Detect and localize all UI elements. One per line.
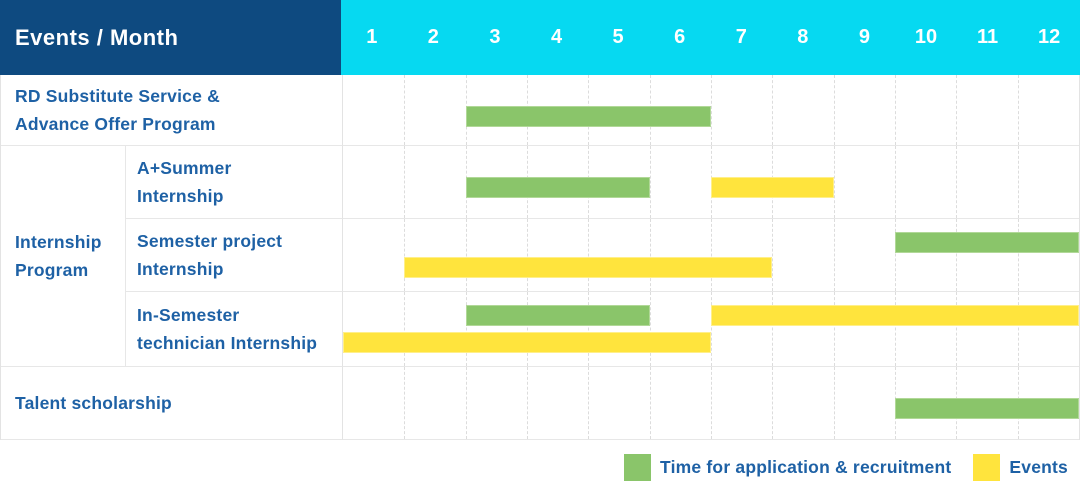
chart-row-a-summer xyxy=(342,146,1079,219)
month-gridline xyxy=(588,292,590,366)
row-label-talent-scholarship: Talent scholarship xyxy=(1,367,342,440)
row-label-in-semester: In-Semester technician Internship xyxy=(125,292,342,367)
month-header-cell: 7 xyxy=(735,26,747,48)
month-gridline xyxy=(588,219,590,291)
table-body: RD Substitute Service & Advance Offer Pr… xyxy=(0,75,1080,440)
recruitment-bar xyxy=(465,177,650,198)
month-gridline xyxy=(649,146,651,218)
month-gridline xyxy=(465,367,467,439)
month-gridline xyxy=(404,367,406,439)
events-bar xyxy=(343,332,711,353)
month-gridline xyxy=(404,292,406,366)
month-header-cell: 4 xyxy=(550,26,563,48)
table-header-row: Events / Month 1 2 3 4 5 6 7 8 9 10 11 12 xyxy=(0,0,1080,75)
month-gridline xyxy=(404,219,406,291)
month-gridline xyxy=(465,219,467,291)
recruitment-bar xyxy=(895,398,1079,419)
month-gridline xyxy=(895,75,896,145)
month-gridline xyxy=(895,292,896,366)
chart-row-talent-scholarship xyxy=(342,367,1079,440)
month-gridline xyxy=(649,292,651,366)
month-gridline xyxy=(649,367,651,439)
month-header-cell: 8 xyxy=(797,26,809,48)
group-label-internship-program: Internship Program xyxy=(1,146,125,367)
month-header-cell: 12 xyxy=(1038,26,1061,48)
recruitment-bar xyxy=(465,305,650,326)
month-gridline xyxy=(711,75,712,145)
chart-row-semester-project xyxy=(342,219,1079,292)
legend-label-recruitment: Time for application & recruitment xyxy=(660,456,952,477)
month-header-cell: 1 xyxy=(366,26,378,48)
events-bar xyxy=(404,257,773,278)
month-gridline xyxy=(772,219,774,291)
month-gridline xyxy=(895,146,896,218)
month-gridline xyxy=(772,367,774,439)
legend: Time for application & recruitment Event… xyxy=(0,440,1080,494)
month-header-cell: 11 xyxy=(976,26,999,48)
month-gridline xyxy=(956,292,958,366)
month-gridline xyxy=(649,219,651,291)
events-bar xyxy=(711,177,834,198)
month-gridline xyxy=(1017,75,1019,145)
month-gridline xyxy=(1017,292,1019,366)
legend-label-events: Events xyxy=(1009,456,1068,477)
month-gridline xyxy=(895,219,896,291)
month-gridline xyxy=(527,219,528,291)
recruitment-bar xyxy=(465,106,711,127)
month-gridline xyxy=(833,367,835,439)
recruitment-swatch-icon xyxy=(624,453,652,481)
month-header-cell: 2 xyxy=(427,26,439,48)
month-gridline xyxy=(833,146,835,218)
month-gridline xyxy=(527,367,528,439)
month-gridline xyxy=(465,292,467,366)
month-gridline xyxy=(772,292,774,366)
month-gridline xyxy=(711,219,712,291)
row-label-a-summer: A+Summer Internship xyxy=(125,146,342,219)
month-header-cell: 6 xyxy=(674,26,686,48)
month-gridline xyxy=(772,75,774,145)
month-gridline xyxy=(711,367,712,439)
month-gridline xyxy=(527,292,528,366)
month-gridline xyxy=(956,75,958,145)
row-label-semester-project: Semester project Internship xyxy=(125,219,342,292)
month-gridline xyxy=(1017,219,1019,291)
month-gridline xyxy=(833,75,835,145)
month-gridline xyxy=(956,219,958,291)
month-gridline xyxy=(711,292,712,366)
month-gridline xyxy=(404,146,406,218)
chart-row-in-semester xyxy=(342,292,1079,367)
row-label-rd-substitute: RD Substitute Service & Advance Offer Pr… xyxy=(1,75,342,146)
month-header-cell: 3 xyxy=(489,26,501,48)
legend-item-recruitment: Time for application & recruitment xyxy=(624,453,952,481)
events-swatch-icon xyxy=(973,453,1001,481)
month-gridline xyxy=(956,146,958,218)
month-gridline xyxy=(1017,146,1019,218)
recruitment-bar xyxy=(895,232,1079,253)
month-header-strip: 1 2 3 4 5 6 7 8 9 10 11 12 xyxy=(341,0,1080,75)
month-gridline xyxy=(588,367,590,439)
month-header-cell: 9 xyxy=(858,26,870,48)
month-gridline xyxy=(833,292,835,366)
month-gridline xyxy=(833,219,835,291)
month-gridline xyxy=(404,75,406,145)
table-title: Events / Month xyxy=(0,0,341,75)
month-header-cell: 10 xyxy=(914,26,938,48)
events-bar xyxy=(711,305,1079,326)
month-header-cell: 5 xyxy=(612,26,624,48)
legend-item-events: Events xyxy=(973,453,1068,481)
chart-row-rd-substitute xyxy=(342,75,1079,146)
